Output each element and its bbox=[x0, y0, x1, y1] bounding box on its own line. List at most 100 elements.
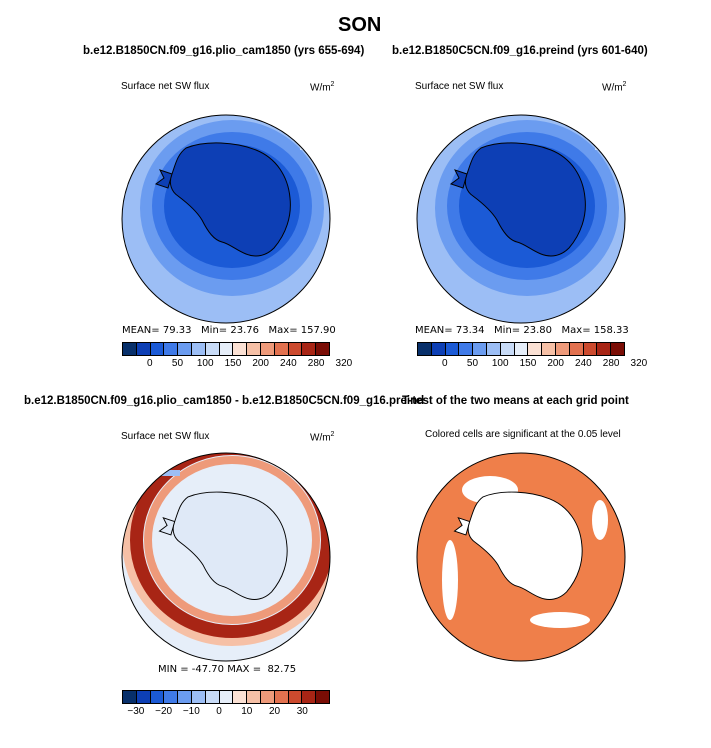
panel2-variable-label: Surface net SW flux bbox=[415, 81, 504, 92]
colorbar-segment bbox=[302, 343, 317, 355]
colorbar-tick-label: −30 bbox=[127, 706, 145, 717]
panel4-map bbox=[417, 453, 625, 661]
colorbar-tick-label: 150 bbox=[224, 358, 242, 369]
colorbar-tick-label: 280 bbox=[602, 358, 620, 369]
colorbar-segment bbox=[316, 691, 329, 703]
colorbar-segment bbox=[247, 691, 261, 703]
panel1-units-sup: 2 bbox=[330, 81, 335, 88]
panel2-min-label: Min= bbox=[494, 325, 521, 336]
colorbar-segment bbox=[136, 343, 151, 355]
panel1-max-value: 157.90 bbox=[300, 325, 336, 336]
colorbar-segment bbox=[542, 343, 556, 355]
colorbar-tick-label: 100 bbox=[196, 358, 214, 369]
colorbar-segment bbox=[178, 343, 192, 355]
colorbar-segment bbox=[205, 343, 220, 355]
colorbar-segment bbox=[583, 343, 598, 355]
colorbar-segment bbox=[178, 691, 192, 703]
colorbar-segment bbox=[136, 691, 151, 703]
colorbar-segment bbox=[274, 343, 289, 355]
panel3-units-text: W/m bbox=[310, 432, 331, 444]
panel2-case-title: b.e12.B1850C5CN.f09_g16.preind (yrs 601-… bbox=[392, 45, 648, 57]
colorbar-segment bbox=[569, 343, 584, 355]
panel4-map-border bbox=[416, 452, 626, 662]
panel3-map bbox=[122, 453, 330, 661]
colorbar-segment bbox=[431, 343, 446, 355]
colorbar-segment bbox=[219, 691, 234, 703]
panel4-subtitle: Colored cells are significant at the 0.0… bbox=[425, 429, 621, 440]
panel1-variable-label: Surface net SW flux bbox=[121, 81, 210, 92]
panel1-mean-value: 79.33 bbox=[162, 325, 192, 336]
colorbar-segment bbox=[500, 343, 515, 355]
panel1-units: W/m2 bbox=[310, 81, 334, 93]
colorbar-segment bbox=[233, 343, 248, 355]
colorbar-tick-label: 200 bbox=[252, 358, 269, 369]
colorbar-segment bbox=[486, 343, 501, 355]
colorbar-tick-label: 100 bbox=[491, 358, 509, 369]
colorbar-tick-label: −20 bbox=[155, 706, 173, 717]
colorbar-segment bbox=[164, 343, 179, 355]
colorbar-tick-label: 0 bbox=[146, 358, 153, 369]
panel2-stats: MEAN= 73.34 Min= 23.80 Max= 158.33 bbox=[415, 325, 629, 336]
panel1-case-title: b.e12.B1850CN.f09_g16.plio_cam1850 (yrs … bbox=[83, 45, 365, 57]
panel1-units-text: W/m bbox=[310, 82, 331, 94]
colorbar-tick-label: 280 bbox=[307, 358, 325, 369]
panel3-colorbar-ticks: −30 −20 −10 0 10 20 30 bbox=[122, 706, 330, 720]
colorbar-segment bbox=[528, 343, 543, 355]
colorbar-segment bbox=[611, 343, 624, 355]
panel2-map-border bbox=[416, 114, 626, 324]
panel1-colorbar bbox=[122, 342, 330, 356]
colorbar-segment bbox=[274, 691, 289, 703]
panel2-max-label: Max= bbox=[561, 325, 591, 336]
panel1-stats: MEAN= 79.33 Min= 23.76 Max= 157.90 bbox=[122, 325, 336, 336]
panel3-map-border bbox=[121, 452, 331, 662]
panel2-mean-value: 73.34 bbox=[455, 325, 485, 336]
panel3-case-title: b.e12.B1850CN.f09_g16.plio_cam1850 - b.e… bbox=[24, 395, 425, 407]
colorbar-tick-label: 240 bbox=[575, 358, 592, 369]
panel3-colorbar bbox=[122, 690, 330, 704]
panel2-map bbox=[417, 115, 625, 323]
panel2-min-value: 23.80 bbox=[523, 325, 552, 336]
colorbar-tick-label: 200 bbox=[547, 358, 564, 369]
colorbar-segment bbox=[205, 691, 220, 703]
colorbar-tick-label: 50 bbox=[171, 358, 184, 369]
panel3-units-sup: 2 bbox=[330, 431, 335, 438]
colorbar-tick-label: 0 bbox=[216, 706, 222, 717]
colorbar-segment bbox=[288, 691, 303, 703]
panel3-units: W/m2 bbox=[310, 431, 334, 443]
colorbar-segment bbox=[288, 343, 303, 355]
colorbar-tick-label: 20 bbox=[268, 706, 281, 717]
colorbar-segment bbox=[247, 343, 261, 355]
panel2-colorbar-ticks: 0 50 100 150 200 240 280 320 bbox=[417, 358, 647, 372]
colorbar-tick-label: 320 bbox=[335, 358, 353, 369]
colorbar-segment bbox=[233, 691, 248, 703]
colorbar-segment bbox=[191, 343, 206, 355]
panel1-map-border bbox=[121, 114, 331, 324]
colorbar-segment bbox=[191, 691, 206, 703]
colorbar-segment bbox=[123, 343, 137, 355]
colorbar-segment bbox=[473, 343, 487, 355]
colorbar-segment bbox=[150, 343, 165, 355]
panel1-map bbox=[122, 115, 330, 323]
colorbar-segment bbox=[445, 343, 460, 355]
colorbar-tick-label: 30 bbox=[296, 706, 308, 717]
panel2-mean-label: MEAN= bbox=[415, 325, 453, 336]
colorbar-segment bbox=[316, 343, 329, 355]
panel1-mean-label: MEAN= bbox=[122, 325, 160, 336]
colorbar-segment bbox=[597, 343, 612, 355]
colorbar-tick-label: 50 bbox=[466, 358, 479, 369]
colorbar-tick-label: 240 bbox=[280, 358, 297, 369]
panel3-stats: MIN = -47.70 MAX = 82.75 bbox=[158, 664, 297, 675]
colorbar-tick-label: 320 bbox=[630, 358, 648, 369]
colorbar-segment bbox=[555, 343, 570, 355]
panel2-units: W/m2 bbox=[602, 81, 626, 93]
colorbar-tick-label: −10 bbox=[182, 706, 200, 717]
panel3-variable-label: Surface net SW flux bbox=[121, 431, 210, 442]
colorbar-segment bbox=[150, 691, 165, 703]
panel1-min-value: 23.76 bbox=[230, 325, 259, 336]
colorbar-segment bbox=[418, 343, 432, 355]
page-title: SON bbox=[338, 14, 382, 36]
colorbar-tick-label: 150 bbox=[519, 358, 537, 369]
panel2-units-text: W/m bbox=[602, 82, 623, 94]
colorbar-segment bbox=[260, 343, 275, 355]
